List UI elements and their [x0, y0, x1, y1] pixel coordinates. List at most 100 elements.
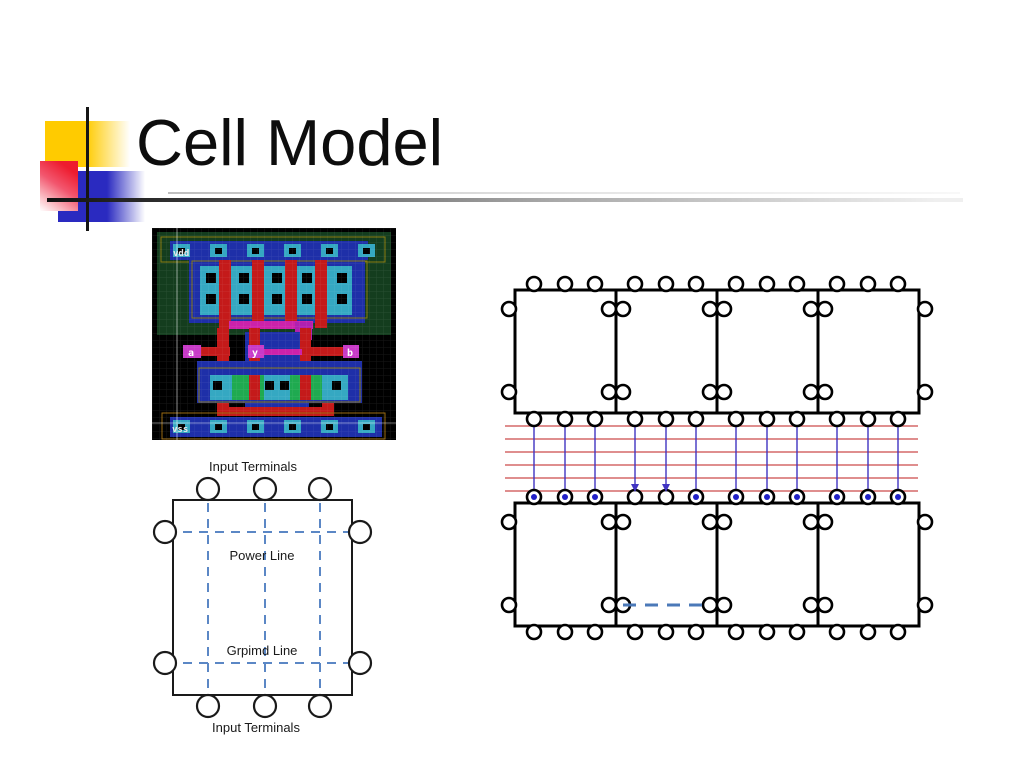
connected-dot — [562, 494, 568, 500]
terminal-circle — [687, 410, 705, 428]
connected-dot — [895, 494, 901, 500]
terminal-circle — [758, 275, 776, 293]
input-terminals-bottom-label: Input Terminals — [212, 720, 300, 735]
terminal-circle — [626, 488, 644, 506]
terminal-circle — [600, 300, 618, 318]
terminal-circle — [788, 275, 806, 293]
terminal-circle — [859, 623, 877, 641]
terminal-circle — [802, 513, 820, 531]
terminal-circle — [889, 623, 907, 641]
terminal-circle — [556, 410, 574, 428]
terminal-circle — [701, 513, 719, 531]
terminal-circle — [525, 623, 543, 641]
terminal-circle — [252, 476, 278, 502]
terminal-circle — [626, 275, 644, 293]
terminal-circle — [828, 410, 846, 428]
terminal-circle — [715, 596, 733, 614]
terminal-circle — [525, 275, 543, 293]
cell — [816, 501, 921, 628]
terminal-circle — [916, 596, 934, 614]
terminal-circle — [586, 410, 604, 428]
terminal-circle — [347, 650, 373, 676]
terminal-circle — [626, 623, 644, 641]
terminal-circle — [715, 300, 733, 318]
terminal-circle — [701, 383, 719, 401]
terminal-circle — [307, 476, 333, 502]
connected-dot — [733, 494, 739, 500]
connected-dot — [865, 494, 871, 500]
terminal-circle — [525, 410, 543, 428]
terminal-circle — [500, 513, 518, 531]
terminal-circle — [657, 488, 675, 506]
terminal-circle — [816, 383, 834, 401]
terminal-circle — [195, 693, 221, 719]
terminal-circle — [802, 300, 820, 318]
cell-outline — [172, 499, 353, 696]
cell-terminals — [152, 476, 373, 719]
terminal-circle — [687, 623, 705, 641]
title-underline — [47, 198, 963, 202]
net-arrowhead — [631, 484, 639, 492]
ic-layout-image: vdd a y b — [152, 228, 396, 440]
terminal-circle — [828, 623, 846, 641]
terminal-circle — [889, 410, 907, 428]
terminal-circle — [600, 383, 618, 401]
terminal-circle — [889, 275, 907, 293]
terminal-circle — [307, 693, 333, 719]
terminal-circle — [600, 596, 618, 614]
terminal-circle — [152, 650, 178, 676]
decoration-yellow-square — [45, 121, 86, 167]
terminal-circle — [816, 513, 834, 531]
decoration-yellow-fade — [86, 121, 130, 167]
terminal-circle — [727, 275, 745, 293]
terminal-circle — [828, 275, 846, 293]
cell — [715, 288, 820, 415]
net-arrowhead — [662, 484, 670, 492]
terminal-circle — [347, 519, 373, 545]
cell — [715, 501, 820, 628]
page-title: Cell Model — [136, 106, 444, 179]
terminal-circle — [816, 596, 834, 614]
title-underline-thin — [168, 192, 960, 194]
connected-dot — [834, 494, 840, 500]
terminal-circle — [586, 275, 604, 293]
terminal-circle — [556, 623, 574, 641]
terminal-circle — [500, 383, 518, 401]
connected-dot — [764, 494, 770, 500]
terminal-circle — [614, 513, 632, 531]
terminal-circle — [556, 275, 574, 293]
terminal-circle — [788, 410, 806, 428]
terminal-circle — [614, 300, 632, 318]
terminal-circle — [657, 275, 675, 293]
terminal-circle — [586, 623, 604, 641]
terminal-circle — [727, 410, 745, 428]
terminal-circle — [758, 623, 776, 641]
cell-rows — [500, 275, 934, 641]
cell-model-diagram: Input Terminals Power Line Grpimd Line I… — [152, 459, 373, 735]
terminal-circle — [600, 513, 618, 531]
connected-dot — [794, 494, 800, 500]
terminal-circle — [657, 623, 675, 641]
cad-grid — [152, 228, 396, 440]
decoration-vertical-rule — [86, 107, 89, 231]
power-line-label: Power Line — [229, 548, 294, 563]
terminal-circle — [788, 623, 806, 641]
terminal-circle — [859, 275, 877, 293]
terminal-circle — [816, 300, 834, 318]
connected-dot — [592, 494, 598, 500]
terminal-circle — [859, 410, 877, 428]
connected-dot — [531, 494, 537, 500]
cell-array-diagram — [500, 275, 934, 641]
terminal-circle — [626, 410, 644, 428]
terminal-circle — [195, 476, 221, 502]
terminal-circle — [802, 383, 820, 401]
connected-dot — [693, 494, 699, 500]
terminal-circle — [916, 300, 934, 318]
terminal-circle — [727, 623, 745, 641]
routing-channel — [505, 421, 918, 496]
decoration-red-square — [40, 161, 78, 211]
terminal-circle — [252, 693, 278, 719]
decoration-blue-fade — [107, 171, 145, 222]
terminal-circle — [758, 410, 776, 428]
